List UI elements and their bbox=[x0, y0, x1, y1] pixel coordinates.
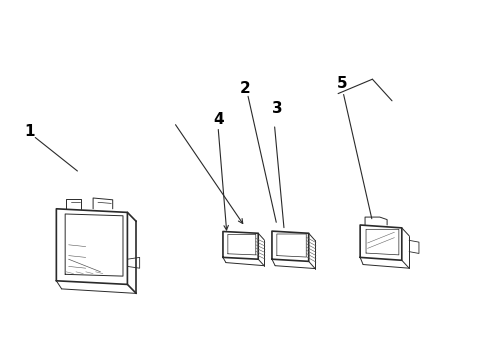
Text: 2: 2 bbox=[240, 81, 250, 96]
Text: 1: 1 bbox=[24, 124, 35, 139]
Text: 5: 5 bbox=[337, 76, 347, 91]
Text: 4: 4 bbox=[213, 112, 224, 127]
Text: 3: 3 bbox=[271, 100, 282, 116]
